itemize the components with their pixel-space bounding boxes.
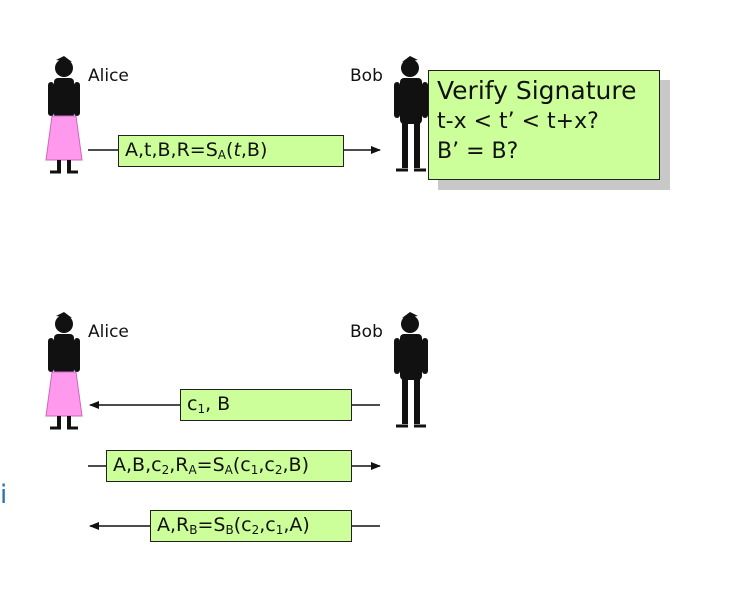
msg-text: (: [226, 139, 234, 161]
msg-sub: 2: [274, 463, 283, 477]
message-bob-signature: A,RB=SB(c2,c1,A): [150, 510, 352, 542]
msg-text: ,B): [240, 139, 268, 161]
msg-sub: 2: [161, 463, 170, 477]
msg-text: =S: [197, 514, 226, 536]
bob-label-2: Bob: [350, 322, 383, 342]
msg-text: A,R: [157, 514, 190, 536]
verify-time-check: t-x < t’ < t+x?: [437, 109, 599, 134]
msg-sub: 2: [251, 523, 260, 537]
msg-text: ,c: [259, 514, 276, 536]
alice-figure-1: [45, 56, 83, 174]
msg-text: (c: [232, 454, 251, 476]
msg-text: A,t,B,R=S: [125, 139, 218, 161]
msg-text: ,c: [258, 454, 275, 476]
msg-text: , B: [205, 393, 231, 415]
message-alice-signature: A,B,c2,RA=SA(c1,c2,B): [106, 450, 352, 482]
msg-text: ,B): [282, 454, 310, 476]
edge-glyph: i: [0, 480, 8, 510]
msg-text: A,B,c: [113, 454, 162, 476]
verify-identity-check: B’ = B?: [437, 139, 519, 164]
msg-text: =S: [196, 454, 225, 476]
msg-text: ,A): [283, 514, 310, 536]
message-c1-b: c1, B: [180, 389, 352, 421]
alice-label-1: Alice: [88, 66, 129, 86]
msg-sub: A: [224, 463, 233, 477]
bob-label-1: Bob: [350, 66, 383, 86]
bob-figure-1: [394, 56, 428, 172]
msg-text: ,R: [169, 454, 189, 476]
msg-sub: 1: [275, 523, 284, 537]
msg-text: (c: [233, 514, 252, 536]
msg-sub: A: [188, 463, 197, 477]
alice-label-2: Alice: [88, 322, 129, 342]
msg-sub: 1: [250, 463, 259, 477]
verify-title: Verify Signature: [437, 76, 637, 105]
msg-sub: A: [217, 148, 227, 162]
message-scene1: A,t,B,R=SA(t,B): [118, 135, 344, 167]
msg-text: c: [187, 393, 198, 415]
verify-box: Verify Signature t-x < t’ < t+x? B’ = B?: [428, 70, 660, 180]
msg-italic: t: [233, 139, 241, 161]
msg-sub: 1: [197, 402, 206, 416]
msg-sub: B: [189, 523, 198, 537]
bob-figure-2: [394, 312, 428, 428]
msg-sub: B: [225, 523, 234, 537]
alice-figure-2: [45, 312, 83, 430]
